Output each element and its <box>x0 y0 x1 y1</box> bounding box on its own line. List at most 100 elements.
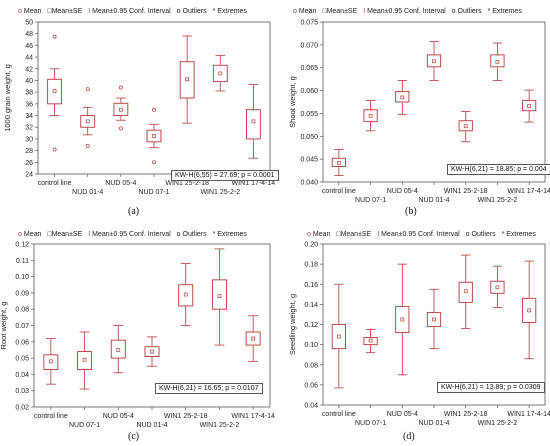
legend-extremes: * Extremes <box>501 231 536 238</box>
se-box <box>113 102 129 116</box>
se-box <box>212 64 228 83</box>
se-box <box>458 120 473 132</box>
x-tick-label: NUD 07-1 <box>355 420 386 427</box>
x-tick-label: WIN1 25-2-18 <box>165 180 209 187</box>
y-axis-label: Shoot weight, g <box>288 76 297 128</box>
y-tick-label: 0.03 <box>15 388 29 395</box>
legend-mean: o Mean <box>18 231 42 238</box>
kw-stats: KW-H(6,21) = 13.89; p = 0.0309 <box>437 382 545 393</box>
box-group <box>144 336 160 367</box>
se-box <box>246 109 261 140</box>
box-group <box>246 84 261 159</box>
box-group <box>146 107 162 165</box>
legend-se: □Mean±SE <box>336 231 372 238</box>
y-tick-label: 0.12 <box>304 322 318 329</box>
legend: o Mean □Mean±SE I Mean±0.95 Conf. Interv… <box>18 231 251 238</box>
panel-a: o Mean □Mean±SE I Mean±0.95 Conf. Interv… <box>0 0 279 223</box>
mean-marker <box>116 348 121 352</box>
box-group <box>490 42 505 81</box>
x-tick-label: NUD 05-4 <box>105 180 136 187</box>
y-tick-label: 48 <box>25 31 33 38</box>
se-box <box>522 297 537 323</box>
x-tick-label: NUD 01-4 <box>72 189 103 196</box>
y-tick-label: 0.08 <box>15 307 29 314</box>
y-axis-label: Seedling weight, g <box>288 294 297 355</box>
mean-marker <box>463 289 468 294</box>
x-tick-label: NUD 05-4 <box>387 188 418 195</box>
legend-extremes: * Extremes <box>212 8 247 15</box>
chart-b: 0.040 0.045 0.050 0.055 0.060 0.065 0.070 0.075… <box>288 20 550 205</box>
y-axis-label: 1000 grain weight, g <box>3 64 12 132</box>
y-tick-label: 0.11 <box>16 258 29 265</box>
x-tick-label: control line <box>322 411 356 418</box>
box-group <box>77 331 93 390</box>
legend-mean: o Mean <box>18 8 42 15</box>
y-tick-label: 0.16 <box>304 282 318 289</box>
y-tick-label: 36 <box>25 101 33 108</box>
mean-marker <box>152 134 156 138</box>
panel-label: (b) <box>405 206 417 217</box>
y-tick-label: 28 <box>25 148 33 155</box>
mean-marker <box>52 89 57 93</box>
mean-marker <box>400 317 405 322</box>
panel-label: (d) <box>403 431 415 442</box>
legend-ci: I Mean±0.95 Conf. Interval <box>88 8 171 15</box>
x-tick-label: NUD 01-4 <box>418 197 449 204</box>
legend-se: □Mean±SE <box>47 8 83 15</box>
x-tick-label: control line <box>34 413 68 420</box>
y-axis-label: Root weight, g <box>0 302 8 350</box>
x-tick-label: WIN1 25-2-2 <box>200 189 240 196</box>
se-box <box>363 109 378 123</box>
y-tick-label: 0.045 <box>300 157 318 164</box>
kw-stats: KW-H(6,55) = 27.69; p = 0.0001 <box>171 170 279 181</box>
y-tick-label: 30 <box>25 136 33 143</box>
box-group <box>522 260 537 360</box>
x-tick-label: WIN1 25-2-2 <box>478 197 518 204</box>
mean-marker <box>527 104 531 108</box>
mean-marker <box>527 308 531 313</box>
y-tick-label: 42 <box>25 66 33 73</box>
mean-marker <box>150 349 154 354</box>
y-tick-label: 34 <box>25 113 33 120</box>
y-tick-label: 46 <box>25 43 33 50</box>
box-group <box>331 283 346 389</box>
legend-se: □Mean±SE <box>47 231 83 238</box>
box-group <box>426 41 442 81</box>
y-tick-label: 0.060 <box>300 88 318 95</box>
y-tick-label: 0.14 <box>304 302 318 309</box>
outlier-point <box>118 126 123 131</box>
box-group <box>395 263 410 376</box>
se-box <box>245 331 261 346</box>
outlier-point <box>85 87 90 92</box>
box-group <box>47 34 62 152</box>
y-tick-label: 38 <box>25 90 33 97</box>
y-tick-label: 0.06 <box>15 339 29 346</box>
x-tick-label: WIN1 25-2-18 <box>164 413 208 420</box>
mean-marker <box>119 107 123 112</box>
se-box <box>47 78 62 105</box>
x-tick-label: control line <box>322 188 356 195</box>
mean-marker <box>251 336 255 341</box>
outlier-point <box>118 85 123 90</box>
legend: o Mean □Mean±SE I Mean±0.95 Conf. Interv… <box>18 8 251 15</box>
legend-outliers: o Outliers <box>451 8 482 15</box>
box-group <box>331 149 346 177</box>
y-tick-label: 0.10 <box>304 342 318 349</box>
y-tick-label: 40 <box>25 78 33 85</box>
mean-marker <box>368 113 373 118</box>
legend: o Mean □Mean±SE I Mean±0.95 Conf. Interv… <box>293 8 526 15</box>
y-tick-label: 0.04 <box>304 403 318 410</box>
x-tick-label: NUD 05-4 <box>387 411 418 418</box>
se-box <box>490 54 505 68</box>
mean-marker <box>49 359 53 364</box>
y-tick-label: 0.075 <box>300 20 318 27</box>
panel-label: (c) <box>128 431 140 442</box>
box-group <box>426 288 442 350</box>
box-group <box>43 338 59 385</box>
box-group <box>245 315 261 362</box>
legend-extremes: * Extremes <box>487 8 522 15</box>
y-tick-label: 0.055 <box>300 111 318 118</box>
mean-marker <box>218 71 223 76</box>
mean-marker <box>85 119 90 124</box>
y-tick-label: 0.05 <box>15 356 29 363</box>
